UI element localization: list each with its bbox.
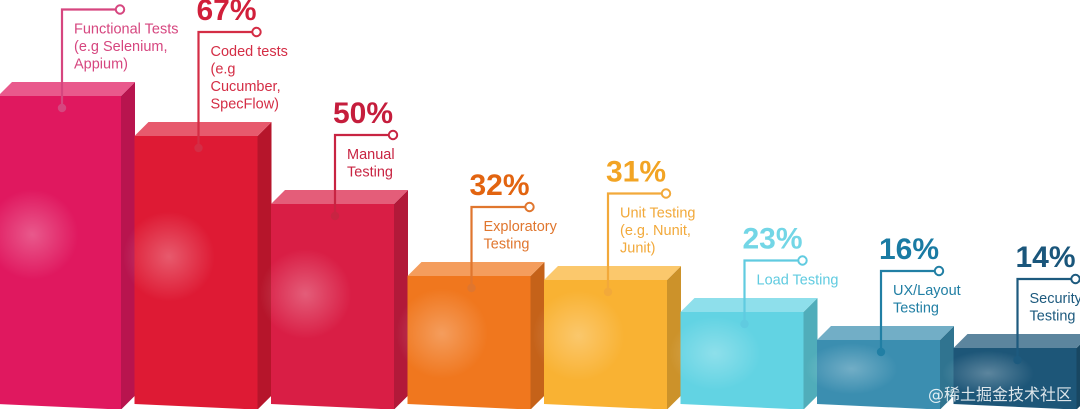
bar-top-face (134, 122, 272, 136)
bar-highlight (805, 343, 898, 395)
callout-line (60, 8, 118, 108)
callout-4: 32% Exploratory Testing (467, 169, 558, 293)
callout-2: 67% Coded tests (e.g Cucumber, SpecFlow) (194, 0, 288, 153)
callout-line (197, 30, 255, 148)
value-label: 77% (60, 0, 120, 5)
value-label: 16% (879, 233, 939, 266)
callout-7: 16% UX/Layout Testing (876, 233, 961, 357)
callout-dot (330, 211, 340, 221)
category-label-line: SpecFlow) (211, 97, 280, 113)
category-label: Manual Testing (347, 147, 395, 181)
category-label-line: (e.g (211, 62, 236, 78)
bar-highlight (668, 316, 761, 391)
callout-8: 14% Security Testing (1013, 241, 1080, 365)
category-label-line: Cucumber, (211, 79, 281, 95)
callout-dot (1013, 355, 1022, 365)
callout-line (879, 269, 937, 352)
bar-7 (805, 326, 954, 409)
callout-line (743, 259, 801, 324)
category-label-line: Security (1030, 291, 1080, 307)
value-label: 67% (197, 0, 257, 27)
callout-dot (57, 103, 67, 113)
category-label-line: Testing (347, 165, 393, 181)
callout-line (606, 192, 664, 292)
category-label-line: Testing (1030, 309, 1076, 325)
category-label: Coded tests (e.g Cucumber, SpecFlow) (211, 44, 288, 113)
callout-dot (194, 143, 203, 153)
callout-end-dot (1070, 273, 1080, 285)
callout-5: 31% Unit Testing (e.g. Nunit, Junit) (603, 156, 696, 297)
bar-top-face (544, 266, 681, 280)
callout-line (470, 205, 528, 288)
bar-top-face (680, 298, 818, 312)
category-label-line: Manual (347, 147, 395, 163)
callout-end-dot (387, 129, 399, 141)
callout-dot (603, 287, 613, 297)
value-label: 50% (333, 97, 393, 130)
category-label-line: (e.g. Nunit, (620, 223, 691, 239)
value-label: 23% (743, 223, 803, 256)
bar-2 (122, 122, 272, 409)
callout-end-dot (524, 201, 535, 213)
bar-highlight (259, 249, 352, 339)
category-label: Load Testing (757, 273, 839, 289)
bar-5 (532, 266, 681, 409)
watermark-text: @稀土掘金技术社区 (928, 385, 1072, 404)
callout-end-dot (251, 26, 262, 38)
callout-6: 23% Load Testing (740, 223, 838, 329)
category-label: Security Testing (1030, 291, 1080, 325)
callout-line (1016, 277, 1074, 360)
category-label-line: Functional Tests (74, 22, 179, 38)
bar-highlight (532, 290, 625, 381)
bar-top-face (0, 82, 135, 96)
bar-highlight (941, 350, 1034, 396)
bar-top-face (817, 326, 954, 340)
category-label-line: Exploratory (484, 219, 558, 235)
category-label-line: UX/Layout (893, 283, 961, 299)
category-label-line: Coded tests (211, 44, 288, 60)
bar-highlight (0, 189, 79, 280)
callout-dot (467, 283, 476, 293)
bar-highlight (395, 288, 488, 379)
category-label-line: Appium) (74, 57, 128, 73)
callout-3: 50% Manual Testing (330, 97, 399, 221)
callout-end-dot (933, 265, 945, 277)
category-label-line: Testing (893, 301, 939, 317)
bar-8 (941, 334, 1080, 409)
bar-top-face (271, 190, 408, 204)
category-label-line: (e.g Selenium, (74, 39, 168, 55)
bar-highlight (122, 211, 215, 302)
bar-side-face (257, 122, 272, 409)
callout-dot (740, 319, 749, 329)
callout-end-dot (114, 4, 126, 15)
bar-top-face (407, 262, 545, 276)
category-label: Exploratory Testing (484, 219, 558, 253)
callout-end-dot (797, 255, 808, 266)
value-label: 32% (470, 169, 530, 202)
callout-1: 77% Functional Tests(e.g Selenium, Appium) (57, 0, 179, 113)
category-label: UX/Layout Testing (893, 283, 961, 317)
callout-line (333, 133, 391, 216)
value-label: 14% (1016, 241, 1076, 274)
category-label: Unit Testing (e.g. Nunit, Junit) (620, 206, 696, 257)
callout-dot (876, 347, 886, 357)
category-label-line: Load Testing (757, 273, 839, 289)
bar-3 (259, 190, 408, 409)
category-label-line: Junit) (620, 241, 655, 257)
category-label-line: Unit Testing (620, 206, 696, 222)
bar-1 (0, 82, 135, 409)
callout-end-dot (660, 188, 672, 199)
bar-side-face (394, 190, 408, 409)
bar-side-face (1076, 344, 1080, 409)
value-label: 31% (606, 156, 666, 189)
bar-6 (668, 298, 818, 409)
category-label-line: Testing (484, 237, 530, 253)
category-label: Functional Tests (e.g Selenium, Appium) (74, 22, 179, 73)
